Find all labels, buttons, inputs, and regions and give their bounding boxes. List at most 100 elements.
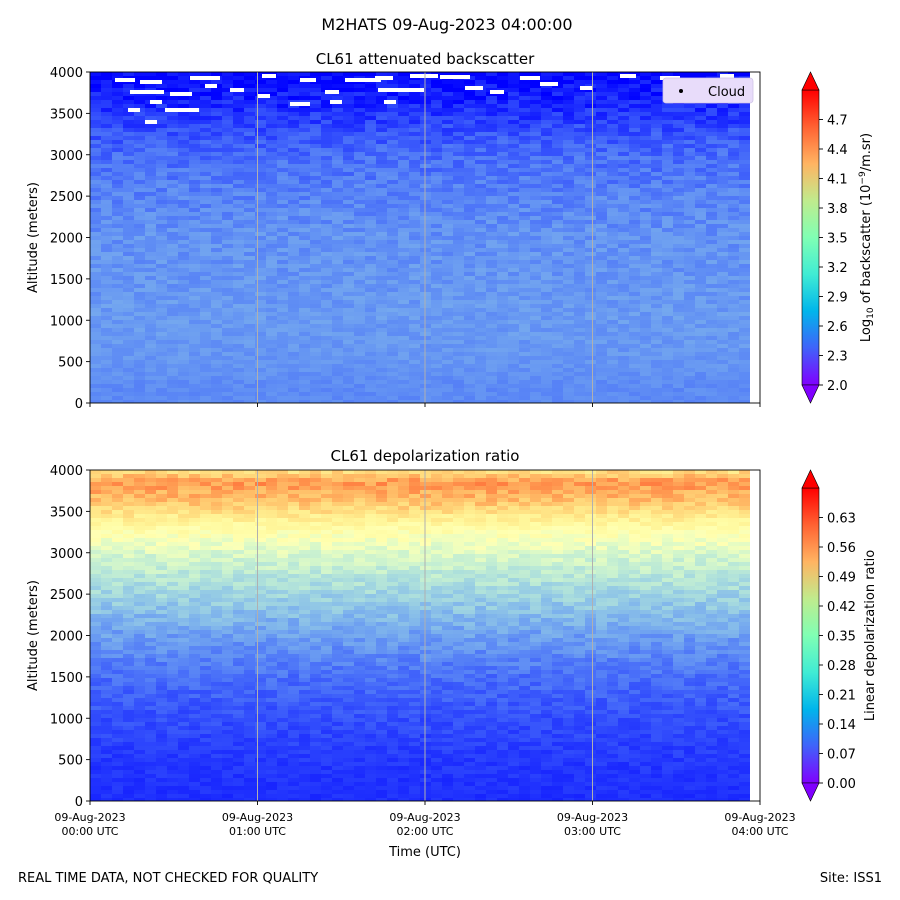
heatmap-cell [574,84,586,89]
heatmap-cell [409,248,421,253]
heatmap-cell [519,348,531,353]
heatmap-cell [442,80,454,85]
heatmap-cell [585,348,597,353]
heatmap-cell [651,216,663,221]
heatmap-cell [728,212,740,217]
heatmap-cell [728,268,740,273]
heatmap-cell [695,372,707,377]
heatmap-cell [420,320,432,325]
heatmap-cell [222,104,234,109]
heatmap-cell [651,152,663,157]
heatmap-cell [453,216,465,221]
heatmap-cell [354,256,366,261]
heatmap-cell [145,192,157,197]
heatmap-cell [442,152,454,157]
heatmap-cell [354,192,366,197]
heatmap-cell [288,288,300,293]
heatmap-cell [387,380,399,385]
heatmap-cell [244,264,256,269]
heatmap-cell [354,228,366,233]
heatmap-cell [519,160,531,165]
heatmap-cell [420,256,432,261]
heatmap-cell [211,316,223,321]
heatmap-cell [123,360,135,365]
heatmap-cell [409,252,421,257]
heatmap-cell [695,304,707,309]
heatmap-cell [695,192,707,197]
heatmap-cell [167,336,179,341]
heatmap-cell [651,308,663,313]
heatmap-cell [200,172,212,177]
heatmap-cell [233,180,245,185]
heatmap-cell [200,120,212,125]
heatmap-cell [519,272,531,277]
heatmap-cell [431,296,443,301]
heatmap-cell [321,248,333,253]
heatmap-cell [365,268,377,273]
heatmap-cell [684,332,696,337]
heatmap-cell [255,296,267,301]
heatmap-cell [717,260,729,265]
heatmap-cell [101,232,113,237]
heatmap-cell [233,84,245,89]
heatmap-cell [123,380,135,385]
heatmap-cell [244,340,256,345]
heatmap-cell [486,220,498,225]
heatmap-cell [332,248,344,253]
heatmap-cell [596,256,608,261]
heatmap-cell [277,376,289,381]
heatmap-cell [343,372,355,377]
heatmap-cell [508,348,520,353]
heatmap-cell [343,316,355,321]
heatmap-cell [200,96,212,101]
heatmap-cell [101,116,113,121]
heatmap-cell [332,312,344,317]
heatmap-cell [717,340,729,345]
heatmap-cell [563,312,575,317]
heatmap-cell [684,236,696,241]
heatmap-cell [123,164,135,169]
heatmap-cell [453,348,465,353]
heatmap-cell [420,232,432,237]
heatmap-cell [343,292,355,297]
heatmap-cell [541,188,553,193]
heatmap-cell [255,344,267,349]
heatmap-cell [365,320,377,325]
heatmap-cell [255,112,267,117]
heatmap-cell [123,100,135,105]
heatmap-cell [387,324,399,329]
heatmap-cell [409,352,421,357]
heatmap-cell [706,176,718,181]
heatmap-cell [563,84,575,89]
heatmap-cell [629,156,641,161]
heatmap-cell [541,104,553,109]
heatmap-cell [299,120,311,125]
heatmap-cell [90,304,102,309]
heatmap-cell [739,104,750,109]
heatmap-cell [112,220,124,225]
heatmap-cell [189,208,201,213]
heatmap-cell [629,80,641,85]
heatmap-cell [387,256,399,261]
heatmap-cell [343,196,355,201]
heatmap-cell [387,284,399,289]
heatmap-cell [552,84,564,89]
heatmap-cell [695,296,707,301]
heatmap-cell [211,296,223,301]
heatmap-cell [431,240,443,245]
heatmap-cell [739,144,750,149]
heatmap-cell [178,392,190,397]
heatmap-cell [387,188,399,193]
heatmap-cell [167,368,179,373]
heatmap-cell [398,356,410,361]
heatmap-cell [519,128,531,133]
heatmap-cell [134,120,146,125]
heatmap-cell [651,220,663,225]
heatmap-cell [706,164,718,169]
heatmap-cell [277,324,289,329]
heatmap-cell [365,224,377,229]
heatmap-cell [706,140,718,145]
heatmap-cell [684,252,696,257]
heatmap-cell [640,236,652,241]
heatmap-cell [552,260,564,265]
